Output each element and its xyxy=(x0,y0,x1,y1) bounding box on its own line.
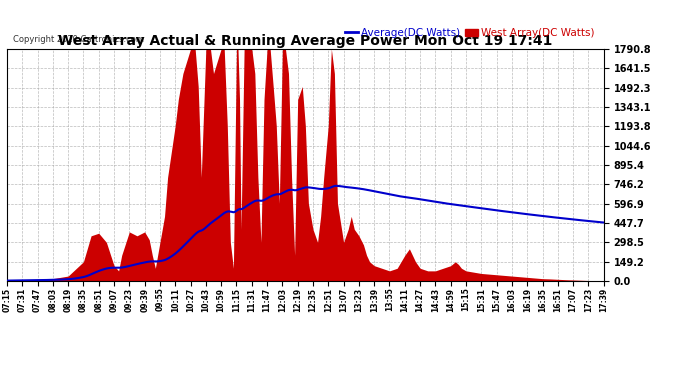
Text: Copyright 2020 Cartronics.com: Copyright 2020 Cartronics.com xyxy=(13,35,144,44)
Title: West Array Actual & Running Average Power Mon Oct 19 17:41: West Array Actual & Running Average Powe… xyxy=(58,34,553,48)
Legend: Average(DC Watts), West Array(DC Watts): Average(DC Watts), West Array(DC Watts) xyxy=(341,24,598,42)
